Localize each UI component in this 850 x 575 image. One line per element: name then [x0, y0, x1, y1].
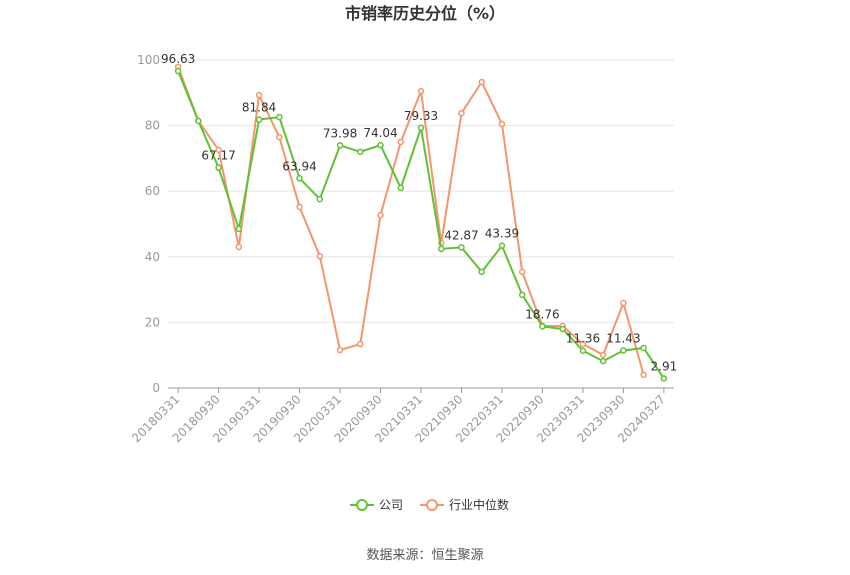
data-point: [599, 351, 607, 359]
data-point: [579, 340, 587, 348]
data-point: [417, 124, 425, 132]
data-point: [478, 268, 485, 276]
data-point: [518, 291, 526, 299]
data-point: [599, 357, 607, 365]
data-point: [296, 175, 303, 182]
data-point: [397, 184, 405, 192]
source-note: 数据来源：恒生聚源: [366, 548, 483, 563]
data-point: [640, 344, 647, 352]
data-point: [498, 120, 506, 128]
data-point: [620, 347, 627, 354]
legend-label[interactable]: 公司: [379, 498, 403, 512]
y-tick-label: 60: [145, 184, 160, 198]
y-tick-label: 20: [145, 315, 160, 329]
data-label: 74.04: [363, 126, 397, 140]
data-point: [397, 138, 405, 146]
data-point: [174, 67, 182, 75]
data-point: [296, 203, 303, 211]
data-point: [215, 164, 222, 171]
chart-title: 市销率历史分位（%）: [345, 4, 505, 23]
data-label: 43.39: [485, 227, 519, 241]
data-label: 63.94: [282, 159, 316, 173]
data-point: [316, 195, 324, 203]
data-point: [357, 340, 364, 348]
data-point: [539, 323, 546, 330]
data-point: [336, 346, 344, 354]
data-label: 67.17: [201, 149, 235, 163]
data-point: [437, 245, 445, 253]
data-point: [255, 116, 263, 123]
legend-icon[interactable]: [426, 499, 438, 511]
data-point: [195, 117, 202, 125]
data-label: 79.33: [404, 109, 438, 123]
series-line: [177, 66, 645, 376]
legend-icon[interactable]: [356, 499, 368, 511]
data-label: 2.91: [651, 359, 678, 373]
data-point: [417, 87, 425, 95]
data-label: 73.98: [323, 126, 357, 140]
data-point: [559, 325, 566, 333]
data-point: [620, 299, 627, 307]
data-label: 11.43: [606, 332, 640, 346]
data-point: [276, 133, 283, 141]
data-point: [255, 91, 263, 99]
data-point: [458, 109, 465, 117]
data-point: [276, 113, 283, 121]
data-point: [316, 252, 324, 260]
y-tick-label: 0: [152, 381, 160, 395]
y-tick-label: 100: [137, 53, 160, 67]
data-point: [336, 142, 344, 149]
data-point: [518, 268, 526, 276]
data-label: 18.76: [525, 307, 559, 321]
data-point: [458, 244, 465, 251]
data-point: [579, 347, 587, 354]
legend-label[interactable]: 行业中位数: [449, 497, 509, 512]
data-label: 96.63: [161, 52, 195, 66]
data-point: [235, 243, 243, 251]
data-point: [498, 242, 506, 249]
data-point: [357, 148, 364, 156]
data-point: [377, 141, 384, 149]
data-point: [660, 375, 668, 382]
data-label: 81.84: [242, 101, 276, 115]
data-point: [377, 211, 384, 219]
data-point: [215, 146, 222, 154]
y-tick-label: 80: [145, 119, 160, 133]
data-label: 42.87: [444, 228, 478, 242]
data-point: [235, 225, 243, 233]
y-tick-label: 40: [145, 250, 160, 264]
data-label: 11.36: [566, 332, 600, 346]
data-point: [640, 371, 647, 379]
data-point: [478, 78, 485, 86]
